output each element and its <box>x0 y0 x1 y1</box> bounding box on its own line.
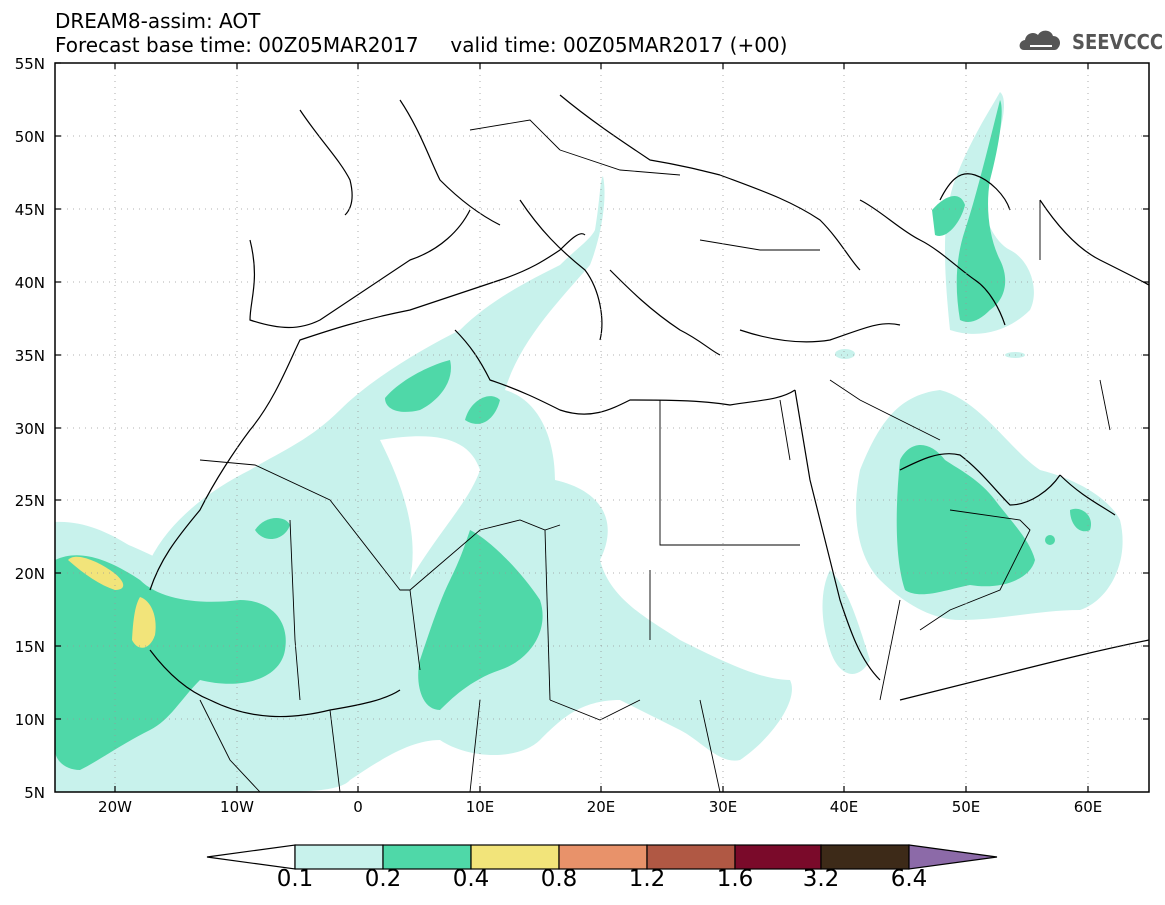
lat-label-45n: 45N <box>14 201 45 219</box>
lat-label-40n: 40N <box>14 274 45 292</box>
lon-label-10w: 10W <box>220 798 254 816</box>
lat-label-30n: 30N <box>14 420 45 438</box>
colorbar-label-32: 3.2 <box>802 866 840 892</box>
cloud-icon <box>1019 30 1061 50</box>
lon-label-30e: 30E <box>708 798 738 816</box>
colorbar-over-triangle <box>908 844 998 870</box>
colorbar-segment-01 <box>294 844 384 870</box>
colorbar-label-08: 0.8 <box>540 866 578 892</box>
colorbar-label-01: 0.1 <box>276 866 314 892</box>
graticule <box>55 63 1149 792</box>
lon-label-60e: 60E <box>1073 798 1103 816</box>
lat-label-10n: 10N <box>14 711 45 729</box>
lon-label-0: 0 <box>353 798 363 816</box>
axis-ticks <box>55 62 1149 792</box>
colorbar-label-02: 0.2 <box>364 866 402 892</box>
lon-label-50e: 50E <box>951 798 981 816</box>
lon-label-20w: 20W <box>98 798 132 816</box>
lat-label-15n: 15N <box>14 638 45 656</box>
colorbar-segment-08 <box>558 844 648 870</box>
lat-label-35n: 35N <box>14 347 45 365</box>
lon-label-10e: 10E <box>465 798 495 816</box>
coastlines <box>149 94 1149 718</box>
lat-label-50n: 50N <box>14 128 45 146</box>
colorbar-label-64: 6.4 <box>890 866 928 892</box>
aot-level-02 <box>55 100 1091 770</box>
lon-label-40e: 40E <box>829 798 859 816</box>
lat-label-25n: 25N <box>14 492 45 510</box>
logo-text: SEEVCCC <box>1072 30 1164 54</box>
colorbar-label-12: 1.2 <box>628 866 666 892</box>
borders <box>199 119 1111 792</box>
lat-label-5n: 5N <box>24 784 45 802</box>
colorbar-segment-32 <box>820 844 910 870</box>
aot-contours <box>55 92 1123 792</box>
colorbar-segment-02 <box>382 844 472 870</box>
aot-level-04 <box>68 556 156 648</box>
forecast-time-label: Forecast base time: 00Z05MAR2017 valid t… <box>55 33 788 57</box>
map-title: DREAM8-assim: AOT <box>55 9 261 33</box>
lat-label-20n: 20N <box>14 565 45 583</box>
lon-label-20e: 20E <box>586 798 616 816</box>
lat-label-55n: 55N <box>14 55 45 73</box>
colorbar <box>206 844 998 870</box>
colorbar-segment-12 <box>646 844 736 870</box>
colorbar-label-04: 0.4 <box>452 866 490 892</box>
colorbar-label-16: 1.6 <box>716 866 754 892</box>
